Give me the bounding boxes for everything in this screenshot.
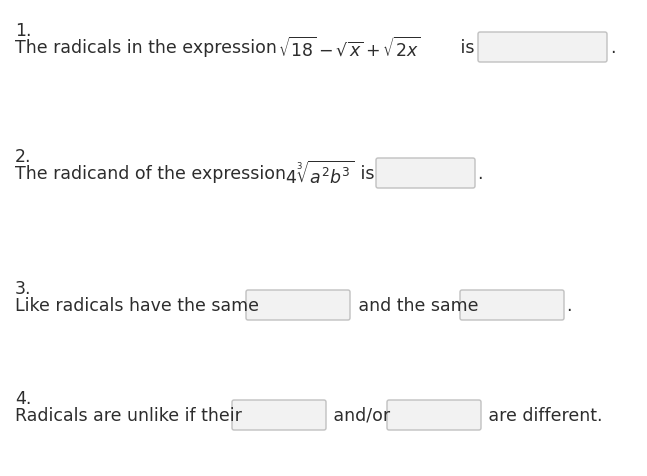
FancyBboxPatch shape: [478, 33, 607, 63]
Text: $4\sqrt[3]{a^2b^3}$: $4\sqrt[3]{a^2b^3}$: [285, 160, 354, 187]
Text: The radicand of the expression: The radicand of the expression: [15, 165, 292, 183]
FancyBboxPatch shape: [387, 400, 481, 430]
Text: are different.: are different.: [483, 406, 602, 424]
FancyBboxPatch shape: [232, 400, 326, 430]
Text: 3.: 3.: [15, 279, 32, 298]
FancyBboxPatch shape: [376, 159, 475, 188]
Text: .: .: [610, 39, 615, 57]
Text: The radicals in the expression: The radicals in the expression: [15, 39, 282, 57]
Text: 4.: 4.: [15, 389, 31, 407]
Text: .: .: [566, 297, 571, 314]
Text: Like radicals have the same: Like radicals have the same: [15, 297, 265, 314]
FancyBboxPatch shape: [460, 290, 564, 320]
Text: .: .: [477, 165, 483, 183]
Text: $\sqrt{18}-\sqrt{x}+\sqrt{2x}$: $\sqrt{18}-\sqrt{x}+\sqrt{2x}$: [278, 36, 421, 60]
FancyBboxPatch shape: [246, 290, 350, 320]
Text: Radicals are unlike if their: Radicals are unlike if their: [15, 406, 247, 424]
Text: and/or: and/or: [328, 406, 395, 424]
Text: 1.: 1.: [15, 22, 32, 40]
Text: 2.: 2.: [15, 148, 32, 166]
Text: is: is: [355, 165, 380, 183]
Text: and the same: and the same: [353, 297, 484, 314]
Text: is: is: [455, 39, 480, 57]
